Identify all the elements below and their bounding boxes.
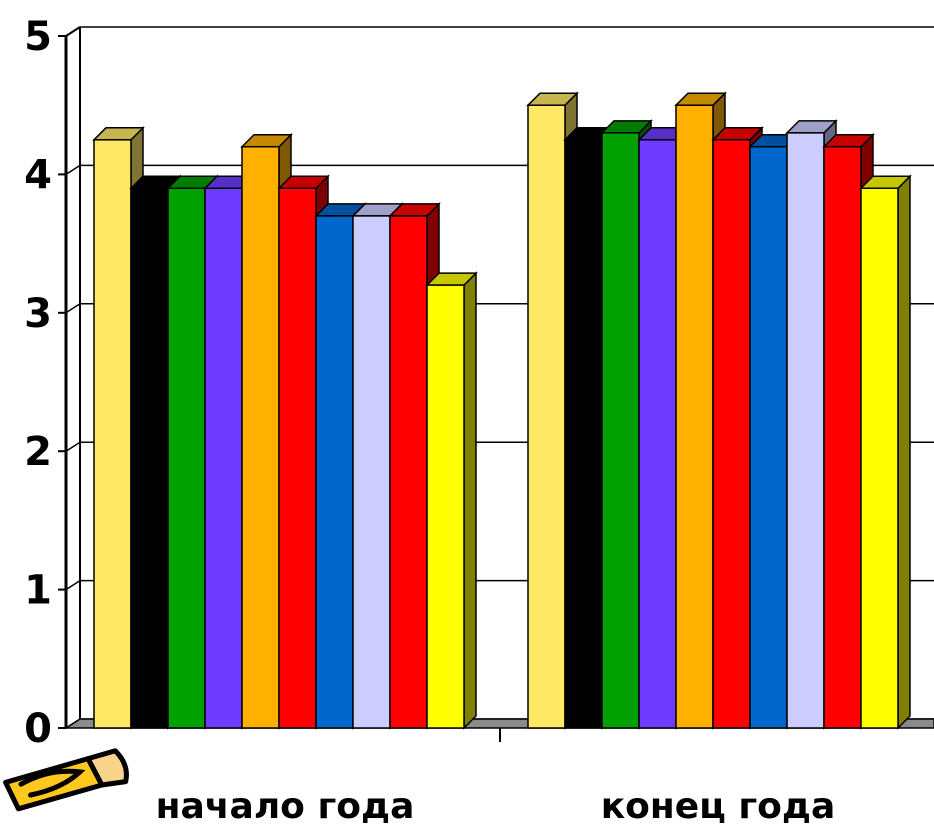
bar-front	[167, 187, 206, 729]
bar-front	[204, 187, 243, 729]
gridline-side	[65, 579, 81, 591]
bar-front	[278, 187, 317, 729]
pencil-icon	[3, 748, 129, 812]
bar-front	[823, 145, 862, 729]
y-tick-label: 5	[24, 14, 52, 60]
gridline-side	[65, 441, 81, 452]
bar-side	[897, 174, 911, 730]
bar-front	[675, 104, 714, 729]
bar-front	[389, 215, 428, 729]
bar-front	[527, 104, 566, 729]
x-category-label: начало года	[156, 786, 415, 827]
bars	[92, 91, 912, 730]
y-tick-label: 2	[24, 429, 52, 475]
x-category-label: конец года	[601, 786, 836, 827]
bar-front	[786, 132, 825, 729]
wall-top-edge	[65, 26, 81, 37]
gridline-side	[65, 303, 81, 314]
y-tick-label: 3	[24, 291, 52, 337]
bar-front	[426, 284, 465, 729]
bar-front	[601, 132, 640, 729]
bar-front	[352, 215, 391, 729]
bar-front	[564, 139, 603, 729]
y-tick-label: 0	[24, 706, 52, 752]
y-tick-label: 1	[24, 568, 52, 614]
bar	[859, 174, 912, 730]
bar-front	[749, 145, 788, 729]
bar-front	[130, 187, 169, 729]
bar-side	[463, 271, 477, 730]
bar-front	[712, 139, 751, 729]
gridline-side	[65, 164, 81, 176]
y-tick-label: 4	[24, 152, 52, 198]
x-axis-labels: начало года конец года	[156, 786, 836, 827]
bar-front	[241, 145, 280, 729]
y-axis-ticks: 0 1 2 3 4 5	[24, 14, 52, 752]
bar	[425, 271, 478, 730]
bar-front	[638, 139, 677, 729]
bar-front	[315, 215, 354, 729]
bar-front	[93, 139, 132, 729]
bar-front	[860, 187, 899, 729]
